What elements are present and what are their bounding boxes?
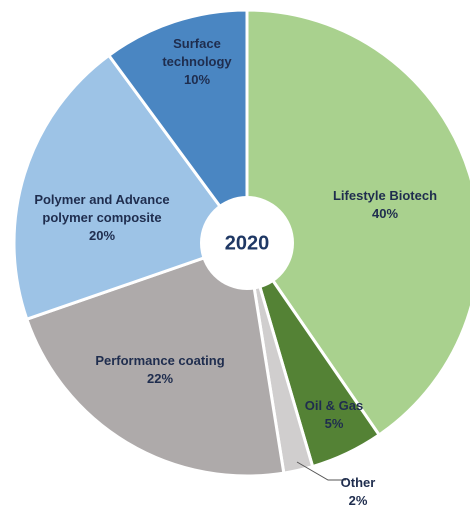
center-hole bbox=[200, 196, 294, 290]
category-name: Other bbox=[340, 475, 376, 490]
slice bbox=[106, 8, 249, 248]
slice-label: Polymer and Advance polymer composite 20% bbox=[17, 191, 187, 245]
slice-label: Performance coating 22% bbox=[95, 352, 225, 388]
slice bbox=[24, 240, 286, 478]
slice-label: Surface technology 10% bbox=[142, 35, 252, 89]
value-label: 40% bbox=[371, 206, 399, 221]
category-name: Performance coating bbox=[95, 353, 225, 368]
category-name: Lifestyle Biotech bbox=[332, 188, 438, 203]
slice-label: Lifestyle Biotech 40% bbox=[330, 187, 440, 223]
value-label: 2% bbox=[348, 493, 368, 508]
value-label: 10% bbox=[183, 72, 211, 87]
value-label: 22% bbox=[146, 371, 174, 386]
slice-label: Other 2% bbox=[328, 474, 388, 510]
center-label: 2020 bbox=[225, 232, 270, 254]
slice bbox=[245, 8, 470, 438]
category-name: Surface technology bbox=[162, 36, 232, 69]
leader-line bbox=[296, 461, 346, 481]
slice bbox=[12, 53, 250, 322]
value-label: 20% bbox=[88, 228, 116, 243]
category-name: Polymer and Advance polymer composite bbox=[34, 192, 170, 225]
slice-label: Oil & Gas 5% bbox=[294, 397, 374, 433]
value-label: 5% bbox=[324, 416, 344, 431]
category-name: Oil & Gas bbox=[304, 398, 364, 413]
